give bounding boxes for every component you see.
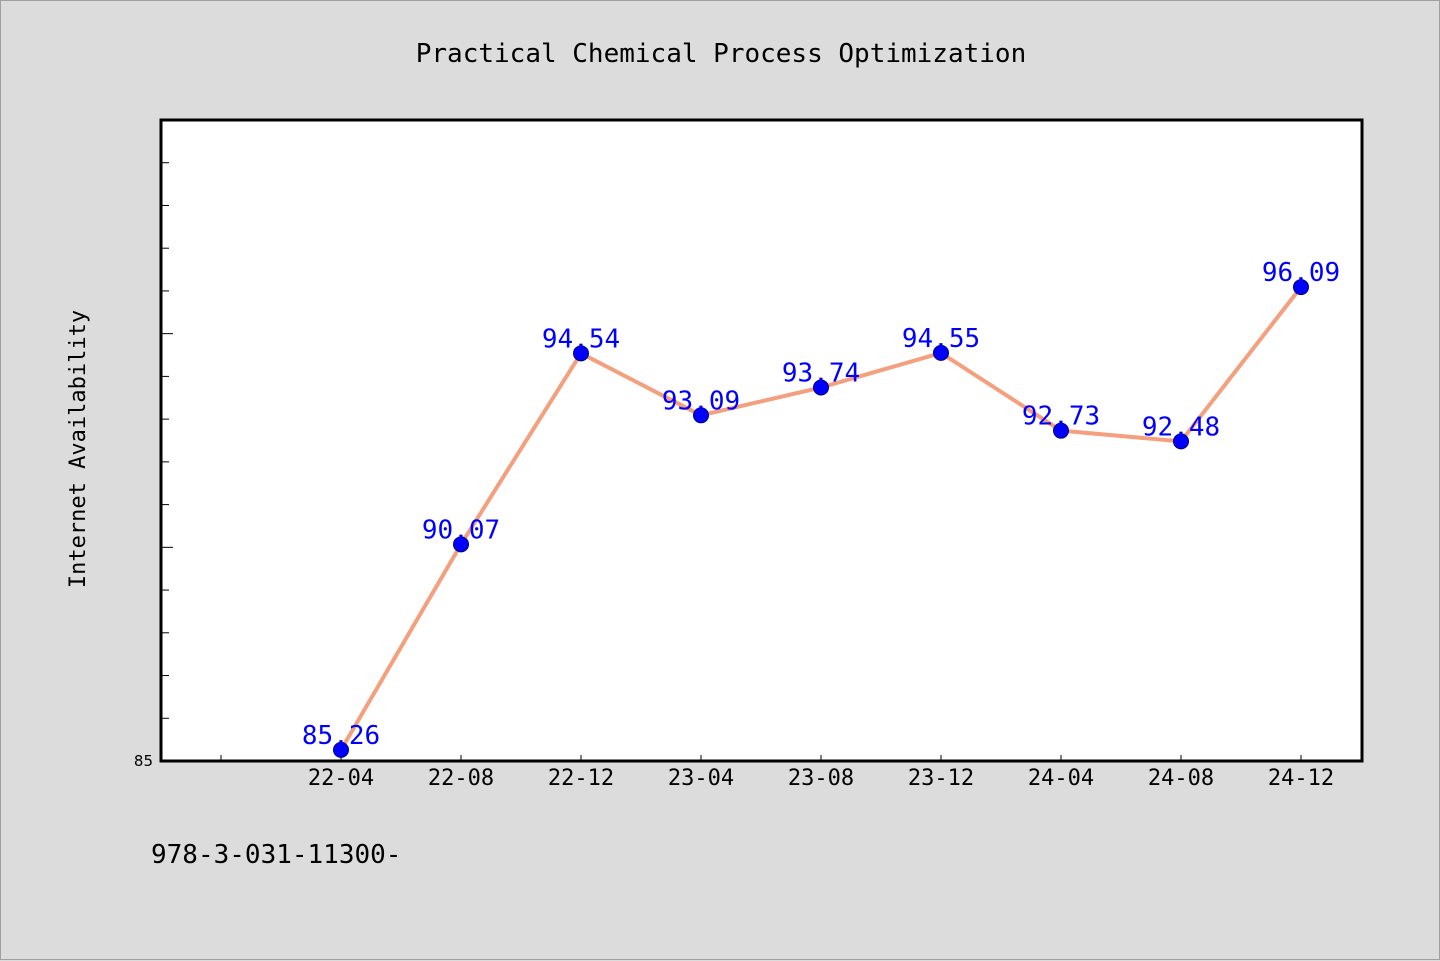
x-tick-label: 23-04 [668,766,734,791]
chart-title: Practical Chemical Process Optimization [416,39,1026,69]
data-label: 90.07 [422,515,500,545]
footer-text: 978-3-031-11300- [151,840,401,870]
data-label: 94.54 [542,324,620,354]
data-point [1293,279,1309,296]
x-axis-ticks: 22-04 22-08 22-12 23-04 23-08 23-12 24-04 24-08… [220,755,1334,791]
data-point [333,741,349,758]
data-point [1173,433,1189,450]
data-point [813,379,829,396]
data-point [933,344,949,361]
data-label: 92.73 [1022,402,1100,432]
x-tick-label: 22-08 [428,766,494,791]
data-label: 94.55 [902,324,980,354]
x-tick-label: 23-12 [908,766,974,791]
y-axis-ticks: 85 [134,162,173,770]
data-label: 93.74 [782,359,860,389]
y-tick-label: 85 [134,752,153,770]
data-label: 92.48 [1142,412,1220,442]
x-tick-label: 24-08 [1148,766,1214,791]
data-label: 96.09 [1262,258,1340,288]
y-axis-label: Internet Availability [66,310,91,588]
data-label: 93.09 [662,386,740,416]
data-point [573,345,589,362]
x-tick-label: 22-04 [308,766,374,791]
data-point [453,536,469,553]
data-point [693,407,709,424]
data-point [1053,422,1069,439]
x-tick-label: 22-12 [548,766,614,791]
data-label: 85.26 [302,721,380,751]
x-tick-label: 23-08 [788,766,854,791]
x-tick-label: 24-04 [1028,766,1094,791]
series-layer: 85.26 90.07 94.54 93.09 93.74 94.55 92.73 92.48… [302,258,1340,758]
x-tick-label: 24-12 [1268,766,1334,791]
